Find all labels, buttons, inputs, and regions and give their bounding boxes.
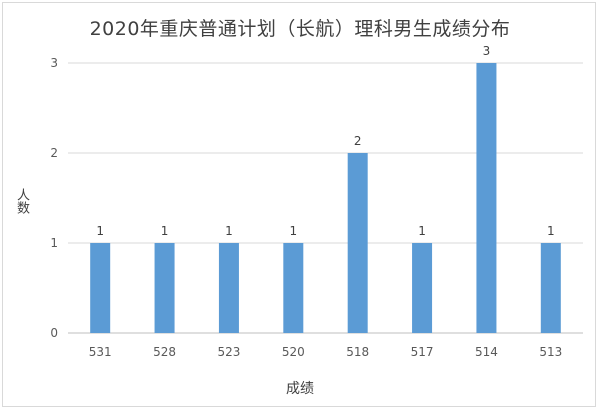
x-tick-label: 523	[217, 345, 240, 359]
data-label: 1	[161, 224, 169, 238]
bar	[412, 243, 433, 333]
data-label: 3	[483, 44, 491, 58]
data-label: 1	[225, 224, 233, 238]
x-tick-label: 531	[89, 345, 112, 359]
chart-frame	[2, 2, 596, 407]
x-tick-label: 518	[346, 345, 369, 359]
y-tick-label: 1	[50, 236, 58, 250]
bar	[283, 243, 304, 333]
bar	[154, 243, 175, 333]
data-label: 1	[547, 224, 555, 238]
data-label: 1	[418, 224, 426, 238]
y-tick-label: 2	[50, 146, 58, 160]
x-tick-label: 520	[282, 345, 305, 359]
bar	[90, 243, 111, 333]
x-tick-label: 514	[475, 345, 498, 359]
bar	[218, 243, 239, 333]
chart-title: 2020年重庆普通计划（长航）理科男生成绩分布	[89, 18, 511, 40]
y-axis-label: 人数	[14, 188, 29, 214]
x-tick-label: 528	[153, 345, 176, 359]
x-tick-label: 513	[539, 345, 562, 359]
data-label: 1	[96, 224, 104, 238]
y-tick-label: 0	[50, 326, 58, 340]
y-tick-label: 3	[50, 56, 58, 70]
data-label: 2	[354, 134, 362, 148]
bar	[476, 63, 497, 333]
data-label: 1	[289, 224, 297, 238]
x-tick-label: 517	[411, 345, 434, 359]
bar	[347, 153, 368, 333]
x-axis-label: 成绩	[286, 381, 314, 397]
bar	[540, 243, 561, 333]
